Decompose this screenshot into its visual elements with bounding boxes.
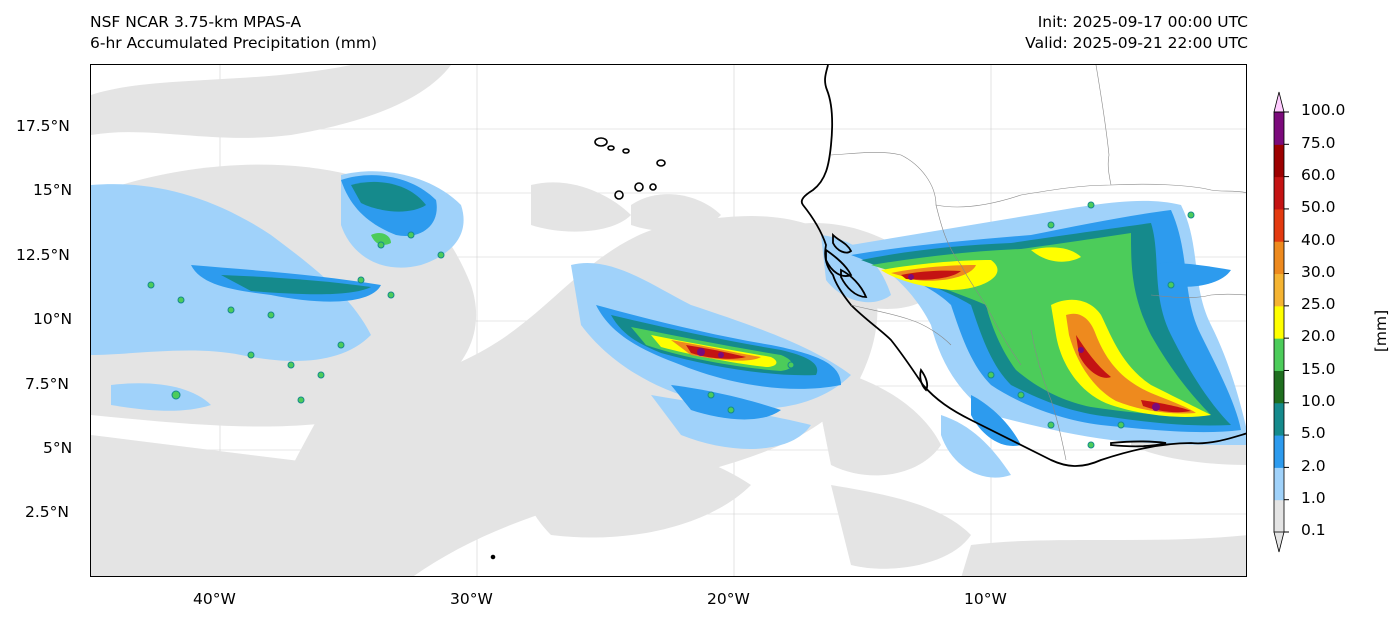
cb-label-25: 25.0	[1301, 295, 1336, 313]
cb-label-60: 60.0	[1301, 166, 1336, 184]
cb-label-30: 30.0	[1301, 263, 1336, 281]
lon-tick-40w: 40°W	[193, 590, 236, 608]
cb-label-75: 75.0	[1301, 134, 1336, 152]
map-title-right: Init: 2025-09-17 00:00 UTC Valid: 2025-0…	[1025, 12, 1248, 54]
lat-tick-7.5: 7.5°N	[25, 375, 69, 393]
colorbar-band	[1274, 435, 1284, 468]
cb-label-0.1: 0.1	[1301, 521, 1326, 539]
cb-label-2: 2.0	[1301, 457, 1326, 475]
cb-label-100: 100.0	[1301, 101, 1346, 119]
colorbar-band	[1274, 305, 1284, 339]
coastline	[800, 65, 1246, 467]
colorbar-band	[1274, 273, 1284, 307]
field-name: 6-hr Accumulated Precipitation (mm)	[90, 34, 377, 52]
precip-75mm-areas	[697, 274, 1160, 411]
lat-tick-5: 5°N	[43, 439, 73, 457]
colorbar-extend-low	[1273, 531, 1285, 553]
cb-label-40: 40.0	[1301, 231, 1336, 249]
colorbar-ticks	[1284, 111, 1289, 533]
model-name: NSF NCAR 3.75-km MPAS-A	[90, 13, 302, 31]
map-canvas	[91, 65, 1246, 576]
cape-verde-islands	[490, 137, 666, 560]
cb-label-20: 20.0	[1301, 327, 1336, 345]
cb-label-5: 5.0	[1301, 424, 1326, 442]
colorbar-band	[1274, 402, 1284, 436]
colorbar-band	[1274, 208, 1284, 242]
colorbar-band	[1274, 338, 1284, 371]
convective-cells	[147, 201, 1195, 449]
colorbar-band	[1274, 241, 1284, 275]
valid-time: Valid: 2025-09-21 22:00 UTC	[1025, 34, 1248, 52]
colorbar-extend-high	[1273, 91, 1285, 113]
init-time: Init: 2025-09-17 00:00 UTC	[1037, 13, 1248, 31]
colorbar-outline	[1273, 111, 1285, 533]
lat-tick-15: 15°N	[33, 181, 73, 199]
colorbar-band	[1274, 499, 1284, 533]
lat-tick-10: 10°N	[33, 310, 73, 328]
precipitation-map	[90, 64, 1247, 577]
cb-label-1: 1.0	[1301, 489, 1326, 507]
colorbar-band	[1274, 370, 1284, 404]
lat-tick-17.5: 17.5°N	[16, 117, 70, 135]
lon-tick-10w: 10°W	[964, 590, 1007, 608]
cb-label-15: 15.0	[1301, 360, 1336, 378]
colorbar-unit-label: [mm]	[1372, 309, 1391, 353]
country-borders	[830, 65, 1246, 461]
colorbar-bands	[1273, 91, 1285, 553]
colorbar-band	[1274, 176, 1284, 210]
colorbar-band	[1274, 112, 1284, 145]
lat-tick-12.5: 12.5°N	[16, 246, 70, 264]
lat-tick-2.5: 2.5°N	[25, 503, 69, 521]
colorbar-band	[1274, 144, 1284, 178]
lon-tick-20w: 20°W	[707, 590, 750, 608]
lon-tick-30w: 30°W	[450, 590, 493, 608]
cb-label-10: 10.0	[1301, 392, 1336, 410]
cb-label-50: 50.0	[1301, 198, 1336, 216]
map-title-left: NSF NCAR 3.75-km MPAS-A 6-hr Accumulated…	[90, 12, 377, 54]
colorbar	[1273, 91, 1289, 553]
colorbar-band	[1274, 467, 1284, 501]
